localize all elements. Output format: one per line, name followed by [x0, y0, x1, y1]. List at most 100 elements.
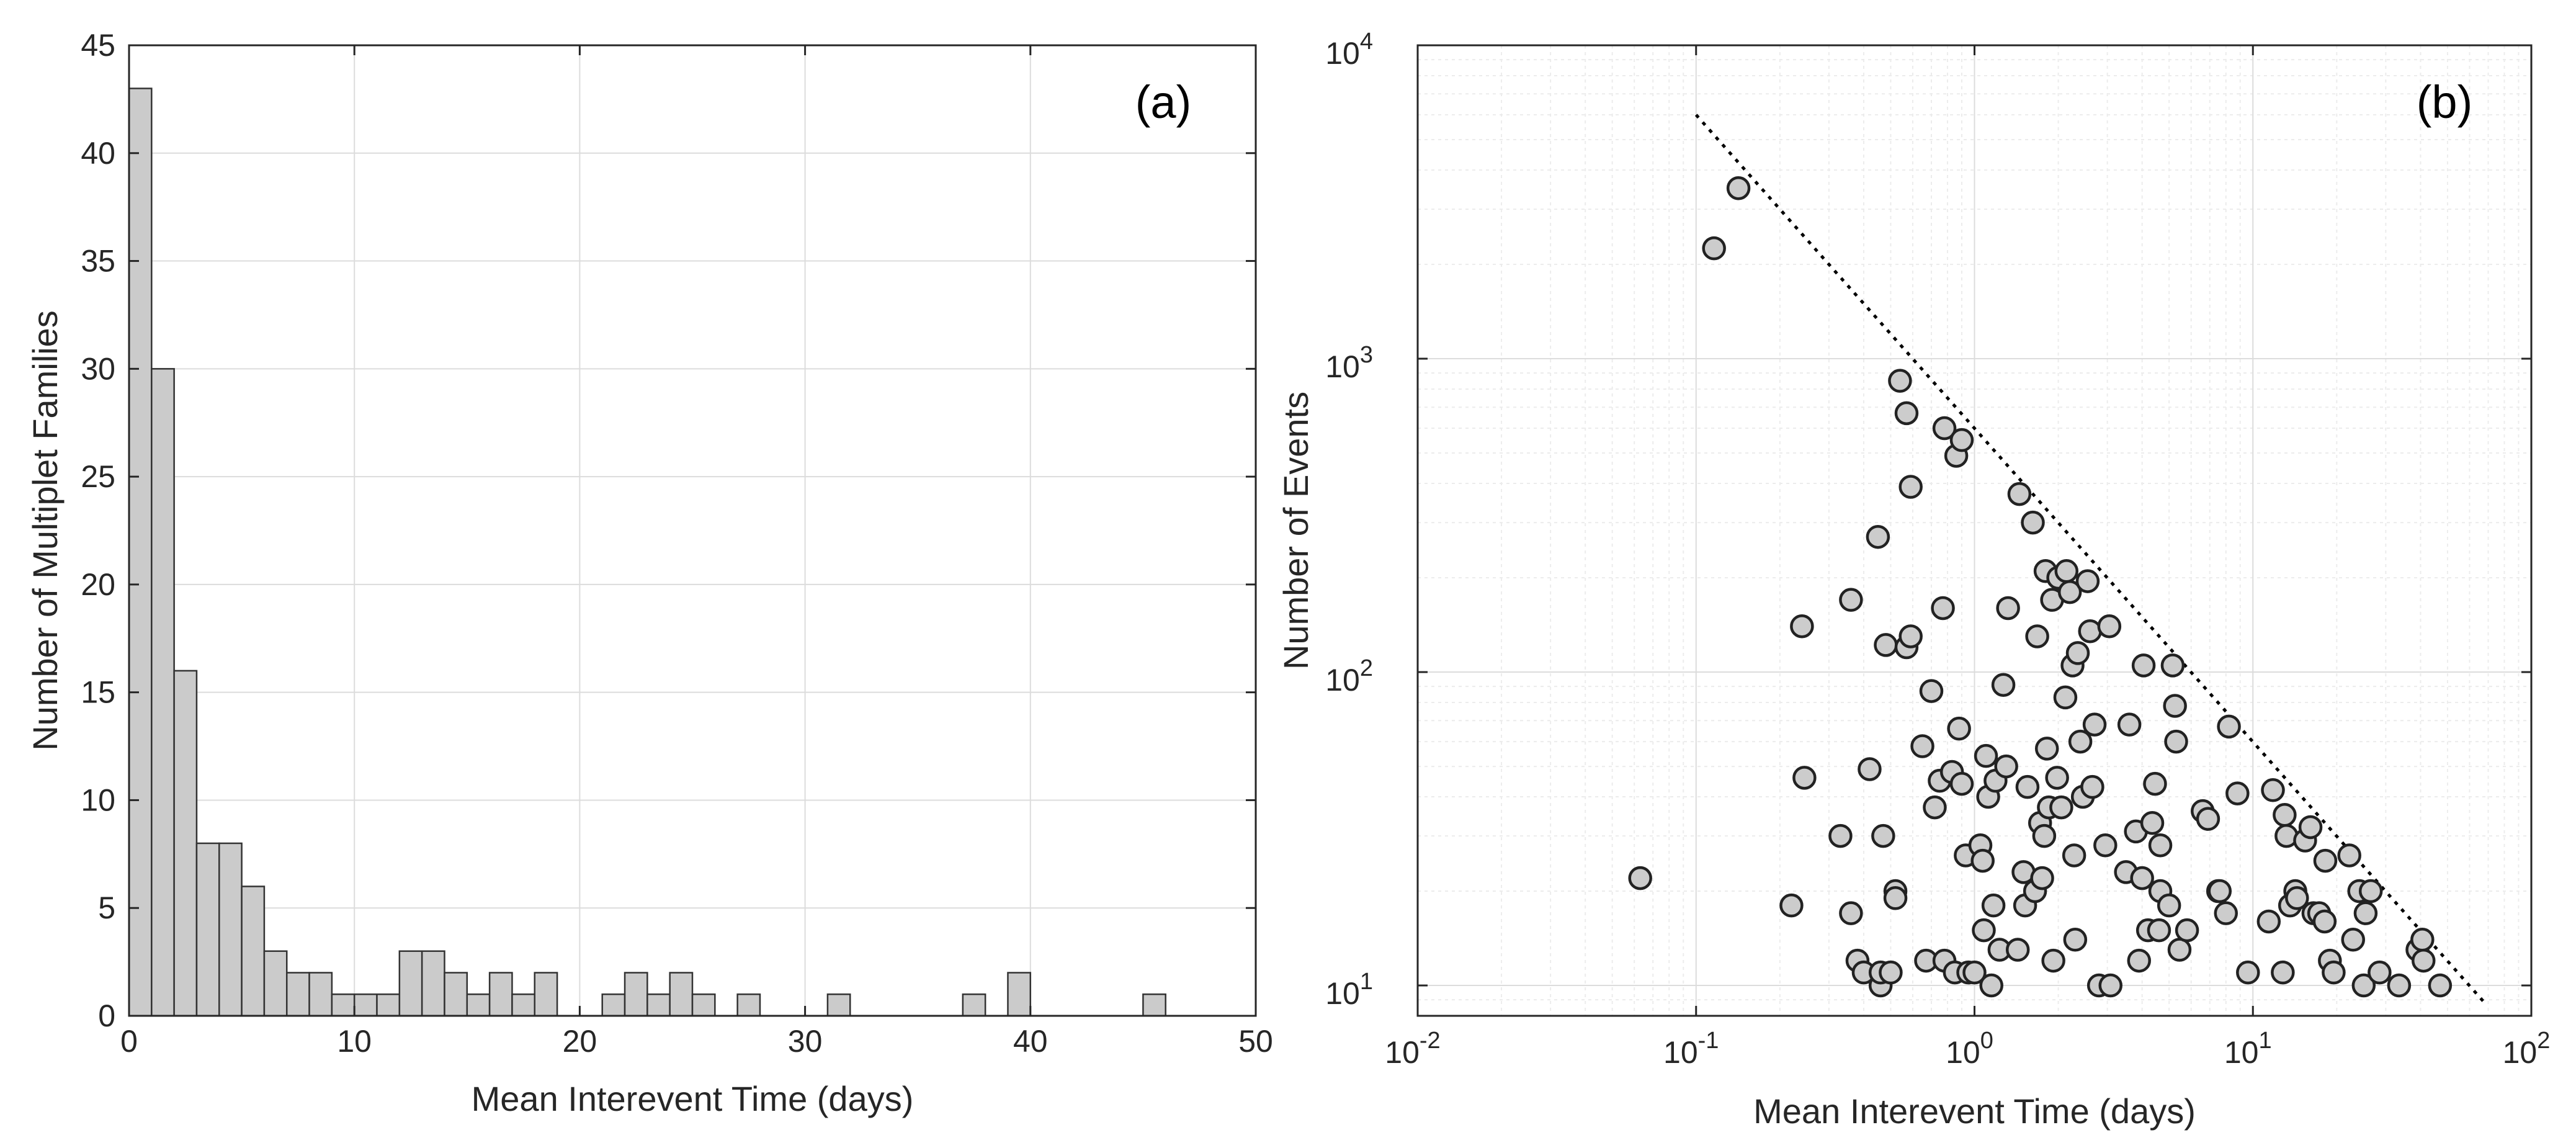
x-tick-label: 10: [337, 1024, 372, 1059]
histogram-bars: [128, 87, 1166, 1017]
scatter-point: [2312, 909, 2337, 934]
scatter-x-axis-label: Mean Interevent Time (days): [1753, 1092, 2196, 1131]
scatter-point: [1839, 901, 1863, 925]
panel-label-a: (a): [1135, 76, 1191, 128]
scatter-point: [2143, 771, 2167, 796]
scatter-point: [2075, 569, 2100, 593]
scatter-point: [2025, 624, 2049, 648]
histogram-bar: [601, 993, 626, 1017]
histogram-gridlines: [128, 45, 1256, 1016]
scatter-point: [1726, 176, 1751, 200]
histogram-bar: [421, 950, 445, 1017]
scatter-point: [2256, 909, 2281, 934]
y-tick-label: 35: [81, 244, 115, 279]
histogram-bar: [376, 993, 401, 1017]
histogram-bar: [646, 993, 671, 1017]
scatter-point: [2131, 653, 2156, 678]
y-tick-label: 103: [1325, 342, 1373, 384]
scatter-point: [2054, 559, 2079, 583]
histogram-bar: [308, 972, 333, 1017]
scatter-point: [1779, 893, 1804, 918]
scatter-point: [2021, 510, 2045, 535]
histogram-bar: [285, 972, 310, 1017]
histogram-bar: [669, 972, 694, 1017]
scatter-point: [2322, 960, 2346, 985]
histogram-bar: [218, 842, 243, 1017]
histogram-bar: [466, 993, 491, 1017]
scatter-point: [1972, 918, 1996, 943]
histogram-bar: [128, 87, 153, 1017]
x-tick-label: 30: [788, 1024, 823, 1059]
y-tick-label: 0: [98, 998, 115, 1033]
scatter-point: [1883, 886, 1908, 910]
scatter-point: [2127, 948, 2151, 973]
scatter-point: [2098, 973, 2122, 998]
x-tick-label: 40: [1013, 1024, 1048, 1059]
scatter-point: [2298, 815, 2323, 840]
scatter-point: [2005, 938, 2030, 962]
scatter-point: [2045, 766, 2069, 790]
scatter-point: [1879, 960, 1903, 985]
scatter-point: [2065, 641, 2090, 665]
scatter-point: [2164, 729, 2188, 754]
scatter-point: [2271, 960, 2295, 985]
histogram-bar: [195, 842, 220, 1017]
scatter-point: [1866, 524, 1890, 549]
scatter-point: [1910, 734, 1934, 758]
scatter-point: [1970, 848, 1995, 873]
scatter-point: [2428, 973, 2453, 998]
scatter-point: [1874, 633, 1898, 657]
y-tick-label: 101: [1325, 969, 1373, 1011]
scatter-point: [2007, 482, 2032, 506]
scatter-point: [1858, 757, 1882, 781]
scatter-point: [2062, 843, 2086, 868]
scatter-point: [2207, 879, 2232, 904]
scatter-point: [2261, 778, 2285, 802]
scatter-point: [2015, 774, 2040, 799]
x-tick-label: 10-2: [1385, 1028, 1440, 1070]
x-tick-label: 100: [1946, 1028, 1993, 1070]
scatter-point: [2097, 614, 2122, 639]
scatter-point: [1792, 766, 1817, 790]
scatter-point: [2167, 938, 2192, 962]
scatter-point: [2337, 843, 2361, 868]
histogram-bar: [511, 993, 536, 1017]
scatter-point: [2353, 901, 2378, 925]
scatter-point: [2148, 833, 2173, 858]
scatter-point: [1898, 475, 1923, 499]
scatter-point: [2175, 918, 2199, 943]
histogram-bar: [353, 993, 378, 1017]
scatter-point: [2358, 879, 2383, 904]
scatter-point: [2032, 823, 2057, 848]
scatter-point: [1888, 369, 1912, 393]
y-tick-label: 102: [1325, 655, 1373, 697]
scatter-point: [2080, 774, 2104, 799]
histogram-panel-a: 0 10 20 30 40 50 0 5 10 15 20 25 30 35 40 45 (a) Mean I…: [25, 28, 1273, 1118]
scatter-gridlines: [1417, 45, 2532, 1016]
scatter-point: [1981, 893, 2006, 918]
x-tick-label: 50: [1238, 1024, 1273, 1059]
scatter-point: [1949, 428, 1974, 452]
scatter-point: [2351, 973, 2376, 998]
scatter-point: [2130, 866, 2154, 890]
scatter-point: [2030, 866, 2054, 890]
scatter-point: [1991, 673, 2016, 697]
scatter-point: [1871, 823, 1895, 848]
histogram-ticks: 0 10 20 30 40 50 0 5 10 15 20 25 30 35 40 45: [81, 28, 1272, 1059]
histogram-bar: [331, 993, 356, 1017]
scatter-point: [1962, 960, 1987, 985]
scatter-point: [2214, 901, 2238, 925]
y-tick-label: 104: [1325, 29, 1373, 71]
histogram-bar: [488, 972, 513, 1017]
scatter-point: [1790, 614, 1814, 639]
scatter-point: [2147, 918, 2171, 943]
scatter-point: [2273, 803, 2297, 827]
scatter-point: [1828, 823, 1853, 848]
scatter-point: [2082, 712, 2107, 737]
scatter-point: [2049, 795, 2073, 820]
scatter-point: [2140, 810, 2165, 835]
scatter-point: [2041, 948, 2065, 973]
scatter-points: [1628, 176, 2453, 998]
scatter-point: [1628, 866, 1652, 890]
histogram-x-axis-label: Mean Interevent Time (days): [472, 1079, 914, 1118]
